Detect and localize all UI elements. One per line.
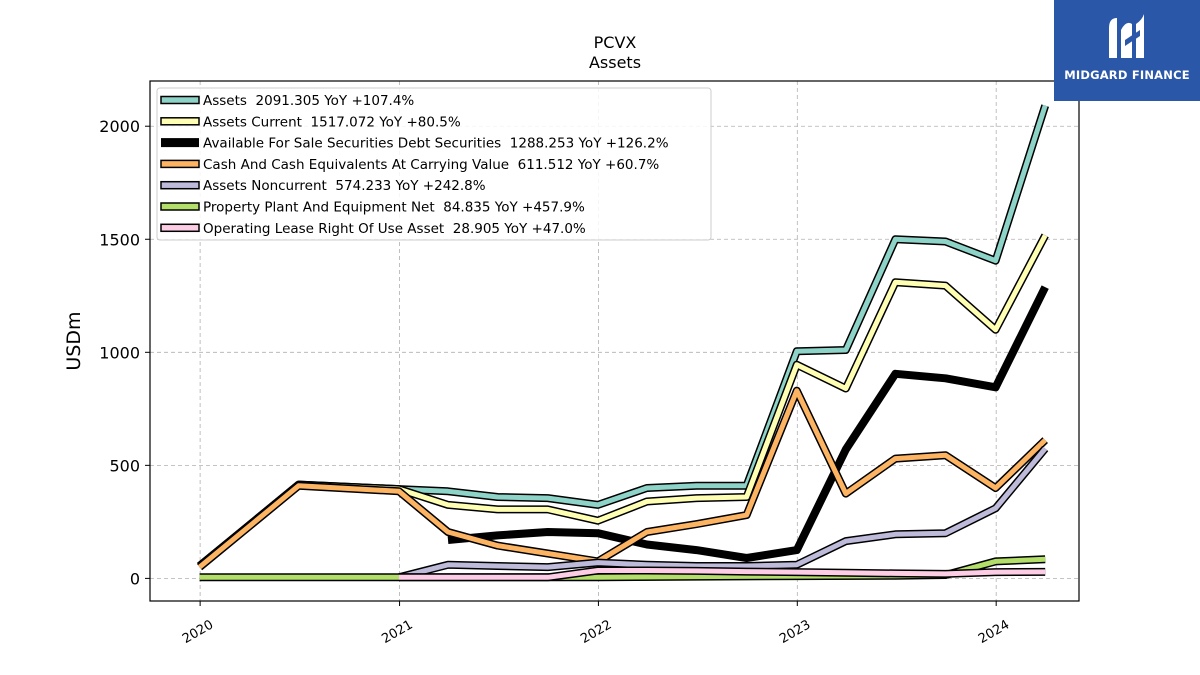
- legend-entry: Cash And Cash Equivalents At Carrying Va…: [203, 157, 659, 173]
- plot-frame: [149, 80, 1080, 602]
- legend-swatch: [160, 159, 200, 169]
- series-line-1: [198, 234, 1048, 568]
- series-group: [197, 104, 1050, 582]
- y-tick-label: 0: [130, 569, 140, 588]
- legend-swatch: [160, 117, 200, 126]
- y-tick-label: 1000: [99, 343, 140, 362]
- chart-title: PCVX: [594, 33, 637, 52]
- y-axis-label: USDm: [63, 311, 85, 370]
- legend-entry: Property Plant And Equipment Net 84.835 …: [203, 200, 585, 216]
- series-line-6: [399, 568, 1046, 580]
- x-tick-label: 2021: [379, 617, 415, 647]
- series-line-4: [398, 447, 1048, 580]
- series-line-0: [198, 104, 1048, 568]
- legend-swatch: [161, 138, 199, 148]
- legend-entry: Available For Sale Securities Debt Secur…: [203, 136, 669, 152]
- x-tick-label: 2022: [578, 617, 614, 647]
- y-tick-label: 1500: [99, 230, 140, 249]
- legend-swatch: [160, 223, 200, 233]
- mf-logo-mark-icon: [1109, 14, 1144, 58]
- legend-swatch: [160, 202, 200, 211]
- legend-entry: Operating Lease Right Of Use Asset 28.90…: [203, 221, 586, 237]
- legend-box: [156, 87, 712, 241]
- legend: Assets 2091.305 YoY +107.4% Assets Curren…: [156, 87, 712, 241]
- y-tick-label: 2000: [99, 117, 140, 136]
- y-tick-label: 500: [109, 456, 140, 475]
- legend-entry: Assets Noncurrent 574.233 YoY +242.8%: [203, 178, 486, 194]
- legend-swatch: [160, 95, 200, 105]
- brand-name: MIDGARD FINANCE: [1064, 68, 1190, 82]
- brand-logo: MIDGARD FINANCE: [1054, 0, 1200, 101]
- legend-entry: Assets 2091.305 YoY +107.4%: [203, 93, 414, 109]
- legend-swatch: [160, 180, 200, 190]
- legend-entry: Assets Current 1517.072 YoY +80.5%: [203, 114, 461, 130]
- x-tick-label: 2024: [976, 617, 1012, 647]
- x-tick-label: 2023: [777, 617, 813, 647]
- x-tick-label: 2020: [180, 617, 216, 647]
- series-line-3: [198, 388, 1047, 570]
- chart-subtitle: Assets: [589, 53, 641, 72]
- series-line-2: [447, 285, 1049, 562]
